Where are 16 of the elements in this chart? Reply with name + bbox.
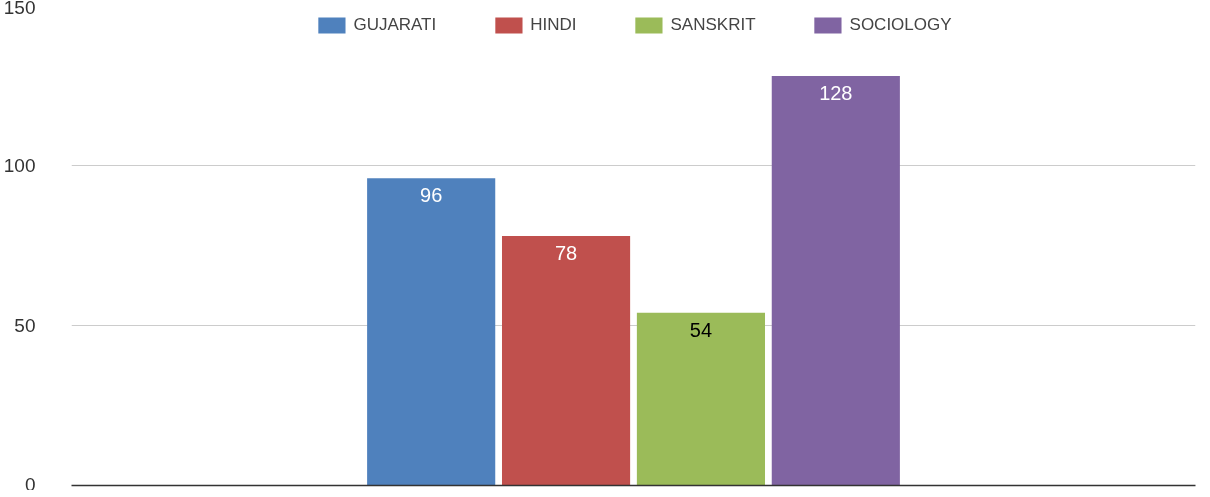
data-label: 128 <box>819 81 853 104</box>
data-label: 96 <box>420 184 443 207</box>
bar <box>367 178 496 486</box>
data-label: 54 <box>689 318 713 341</box>
legend-label: GUJARATI <box>353 15 437 35</box>
bar <box>501 235 631 486</box>
bar <box>636 312 766 486</box>
legend-label: SANSKRIT <box>670 15 756 35</box>
y-tick-label: 0 <box>24 473 36 495</box>
data-label: 78 <box>554 241 578 264</box>
y-tick-label: 50 <box>14 315 36 336</box>
bar <box>771 75 900 486</box>
y-tick-label: 150 <box>3 0 36 18</box>
y-tick-label: 100 <box>3 155 36 176</box>
legend-label: SOCIOLOGY <box>849 15 952 35</box>
legend-label: HINDI <box>530 15 577 35</box>
